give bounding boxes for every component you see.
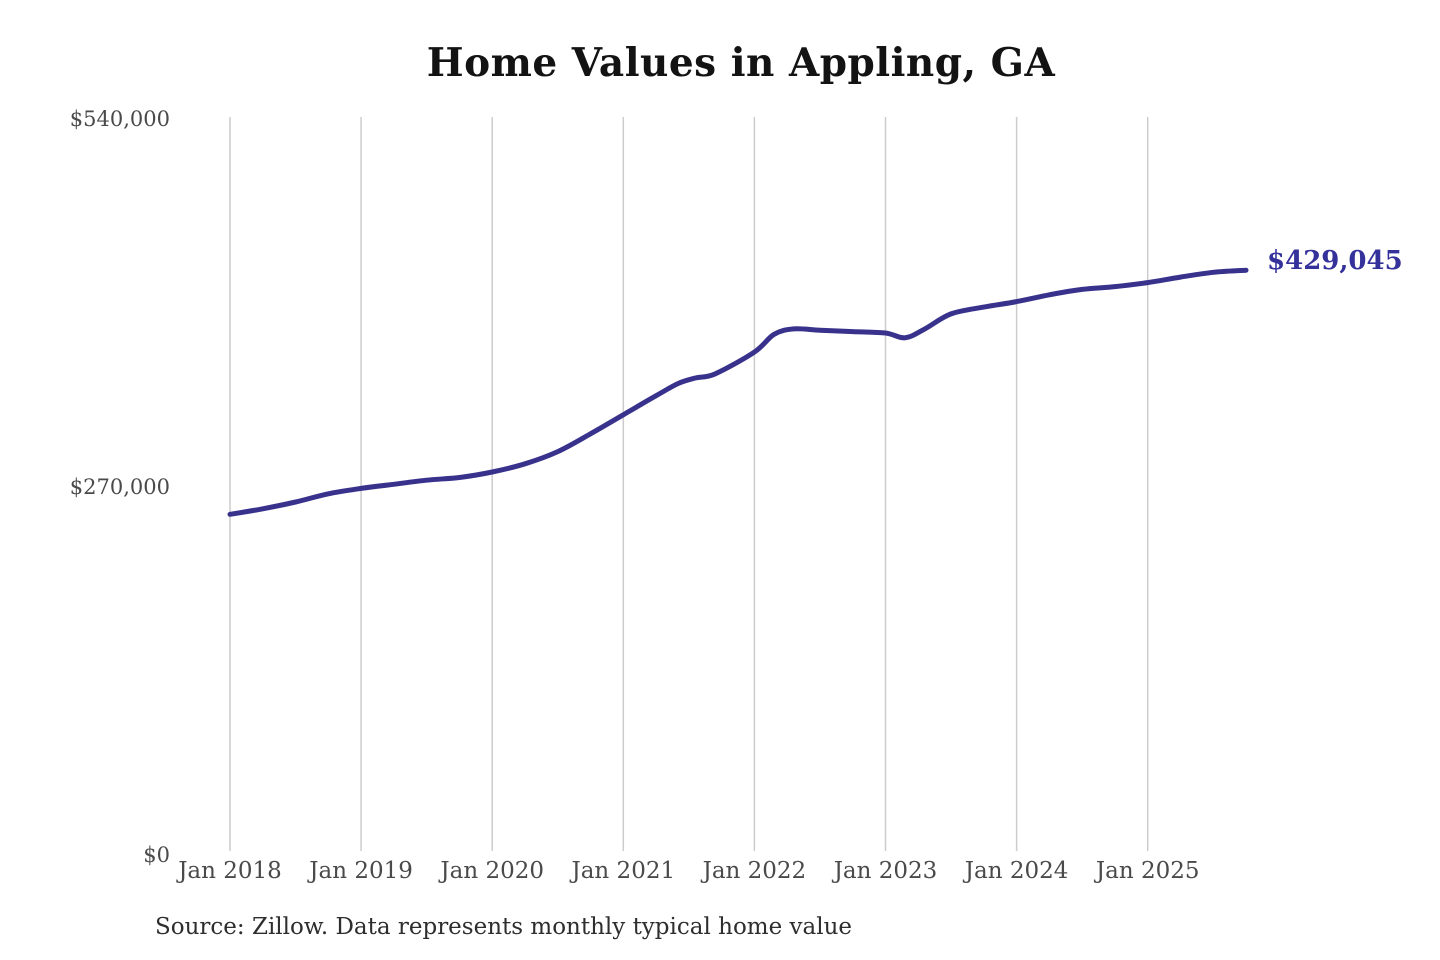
x-tick-label: Jan 2020: [440, 858, 544, 884]
x-tick-label: Jan 2025: [1095, 858, 1200, 884]
y-tick-label: $540,000: [69, 107, 170, 131]
y-tick-label: $0: [143, 843, 170, 867]
latest-value-label: $429,045: [1267, 246, 1403, 277]
x-tick-label: Jan 2024: [964, 858, 1069, 884]
x-tick-label: Jan 2019: [309, 858, 413, 884]
x-tick-label: Jan 2018: [178, 858, 282, 884]
home-value-line: [227, 267, 1249, 517]
x-tick-label: Jan 2023: [833, 858, 938, 884]
x-tick-label: Jan 2021: [571, 858, 676, 884]
x-tick-label: Jan 2022: [702, 858, 807, 884]
y-tick-label: $270,000: [69, 475, 170, 499]
source-note: Source: Zillow. Data represents monthly …: [155, 914, 853, 940]
chart-title: Home Values in Appling, GA: [426, 40, 1056, 86]
